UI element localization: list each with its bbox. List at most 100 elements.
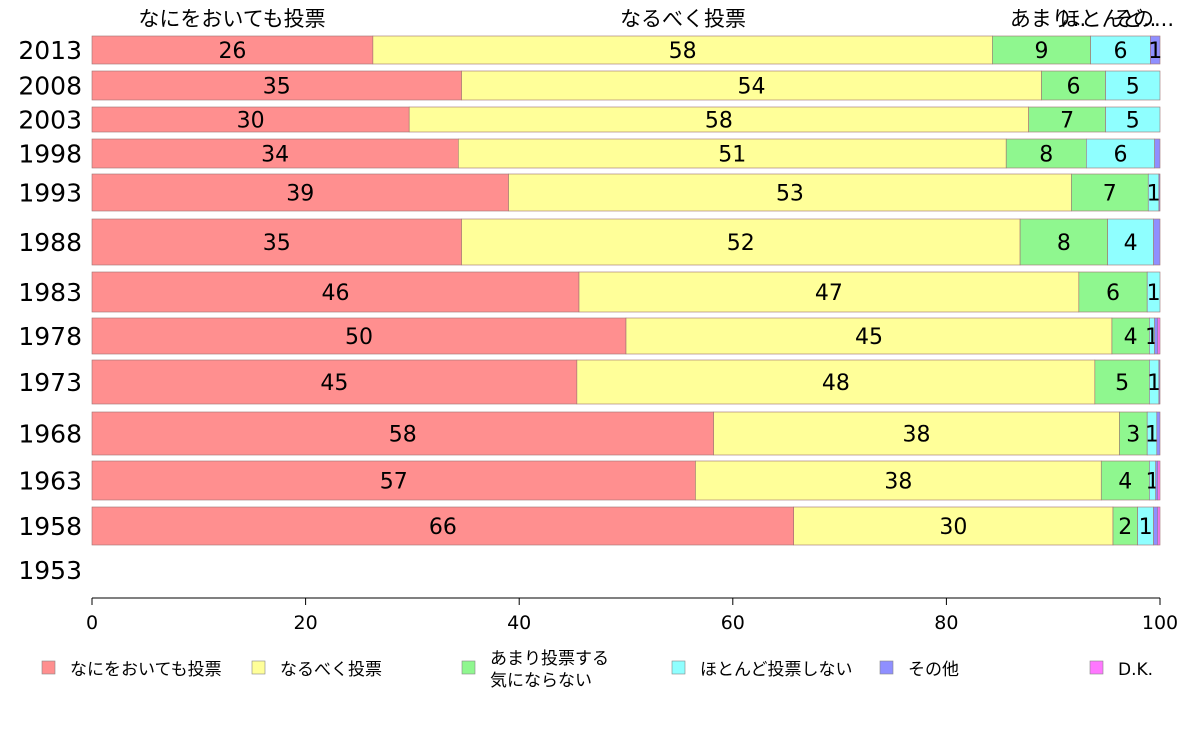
legend-label: ほとんど投票しない bbox=[700, 660, 853, 680]
bar-value-label: 1 bbox=[1139, 515, 1153, 540]
bar-value-label: 30 bbox=[237, 109, 265, 134]
bar-segment bbox=[91, 70, 462, 101]
legend-swatch bbox=[879, 660, 894, 675]
year-label: 1988 bbox=[18, 228, 82, 257]
bar-segment bbox=[461, 70, 1042, 101]
year-label: 1958 bbox=[18, 512, 82, 541]
bar-value-label: 8 bbox=[1039, 143, 1053, 168]
bar-value-label: 58 bbox=[705, 109, 733, 134]
top-label: なにをおいても投票 bbox=[138, 7, 325, 31]
bar-segment bbox=[1157, 317, 1161, 355]
bar-value-label: 26 bbox=[218, 39, 246, 64]
bar-segment bbox=[1071, 173, 1149, 212]
bar-segment bbox=[408, 106, 1029, 133]
bar-value-label: 6 bbox=[1106, 281, 1120, 306]
legend-swatch bbox=[461, 660, 476, 675]
bar-segment bbox=[1153, 506, 1159, 546]
bar-value-label: 8 bbox=[1057, 231, 1071, 256]
bar-value-label: 66 bbox=[429, 515, 457, 540]
year-label: 1963 bbox=[18, 467, 82, 496]
bar-value-label: 39 bbox=[286, 182, 314, 207]
bar-value-label: 5 bbox=[1126, 75, 1140, 100]
year-label: 1973 bbox=[18, 368, 82, 397]
year-label: 1998 bbox=[18, 140, 82, 169]
year-label: 1978 bbox=[18, 322, 82, 351]
bar-value-label: 58 bbox=[669, 39, 697, 64]
legend-label: なるべく投票 bbox=[280, 660, 382, 680]
bar-segment bbox=[1107, 218, 1154, 266]
top-label: なるべく投票 bbox=[620, 7, 746, 31]
bar-segment bbox=[91, 271, 580, 313]
x-tick-label: 20 bbox=[294, 612, 318, 634]
bar-segment bbox=[1028, 106, 1106, 133]
bar-segment bbox=[1146, 271, 1161, 313]
bar-segment bbox=[1119, 411, 1148, 456]
bar-segment bbox=[1005, 138, 1087, 169]
bar-segment bbox=[461, 218, 1021, 266]
bar-segment bbox=[1086, 138, 1155, 169]
bar-value-label: 46 bbox=[322, 281, 350, 306]
bar-segment bbox=[1153, 218, 1161, 266]
bar-segment bbox=[1158, 173, 1161, 212]
bar-segment bbox=[1078, 271, 1148, 313]
legend-swatch bbox=[671, 660, 686, 675]
bar-value-label: 53 bbox=[776, 182, 804, 207]
bar-segment bbox=[1157, 460, 1161, 501]
bar-value-label: 58 bbox=[389, 423, 417, 448]
bar-value-label: 54 bbox=[737, 75, 765, 100]
bar-segment bbox=[713, 411, 1120, 456]
top-label: あまり.. bbox=[1010, 7, 1086, 31]
bar-value-label: 4 bbox=[1124, 231, 1138, 256]
bar-segment bbox=[1090, 35, 1151, 65]
bar-value-label: 5 bbox=[1126, 109, 1140, 134]
legend-label: その他 bbox=[908, 660, 959, 680]
bar-segment bbox=[695, 460, 1102, 501]
bar-value-label: 48 bbox=[822, 371, 850, 396]
bar-value-label: 1 bbox=[1147, 182, 1161, 207]
year-label: 2013 bbox=[18, 36, 82, 65]
bar-segment bbox=[1041, 70, 1106, 101]
bar-value-label: 47 bbox=[815, 281, 843, 306]
year-label: 1983 bbox=[18, 278, 82, 307]
bar-value-label: 3 bbox=[1126, 423, 1140, 448]
legend-label: なにをおいても投票 bbox=[70, 660, 222, 680]
x-tick-label: 60 bbox=[721, 612, 745, 634]
x-tick-label: 80 bbox=[934, 612, 958, 634]
bar-value-label: 30 bbox=[939, 515, 967, 540]
bar-segment bbox=[1157, 506, 1161, 546]
top-label: ほとんど.. bbox=[1060, 7, 1157, 31]
bar-value-label: 34 bbox=[261, 143, 289, 168]
year-label: 1953 bbox=[18, 556, 82, 585]
legend-label: D.K. bbox=[1118, 660, 1153, 680]
x-tick-label: 40 bbox=[507, 612, 531, 634]
year-label: 2008 bbox=[18, 72, 82, 101]
bar-value-label: 6 bbox=[1113, 39, 1127, 64]
bar-segment bbox=[1019, 218, 1108, 266]
bar-value-label: 1 bbox=[1147, 371, 1161, 396]
bar-segment bbox=[625, 317, 1113, 355]
bar-segment bbox=[1094, 359, 1150, 405]
bar-segment bbox=[793, 506, 1114, 546]
bar-segment bbox=[91, 218, 462, 266]
bar-value-label: 1 bbox=[1145, 423, 1159, 448]
bar-segment bbox=[91, 138, 459, 169]
bar-value-label: 50 bbox=[345, 325, 373, 350]
bar-segment bbox=[1111, 317, 1150, 355]
bar-segment bbox=[508, 173, 1072, 212]
legend-swatch bbox=[41, 660, 56, 675]
bar-segment bbox=[1155, 460, 1159, 501]
bar-value-label: 52 bbox=[727, 231, 755, 256]
bar-value-label: 1 bbox=[1147, 281, 1161, 306]
x-tick-label: 0 bbox=[86, 612, 98, 634]
bar-segment bbox=[91, 317, 627, 355]
legend-swatch bbox=[1089, 660, 1104, 675]
x-tick-label: 100 bbox=[1142, 612, 1178, 634]
bar-segment bbox=[91, 359, 578, 405]
bar-segment bbox=[1156, 411, 1161, 456]
bar-segment bbox=[578, 271, 1080, 313]
legend-swatch bbox=[251, 660, 266, 675]
bar-segment bbox=[1154, 138, 1161, 169]
bar-segment bbox=[1100, 460, 1150, 501]
year-label: 2003 bbox=[18, 106, 82, 135]
